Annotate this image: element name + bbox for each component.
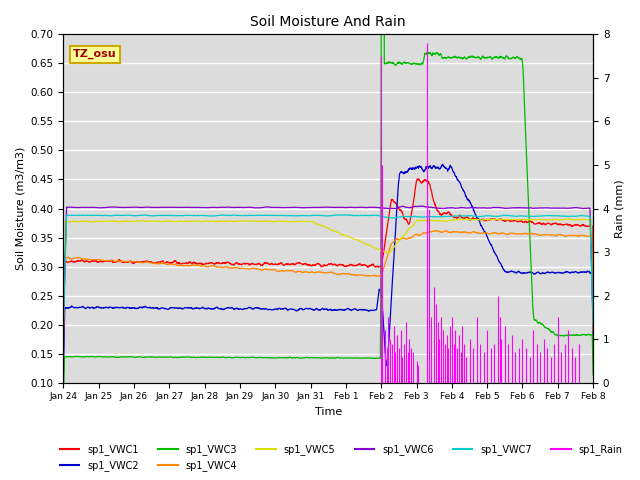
Line: sp1_VWC3: sp1_VWC3 — [63, 0, 593, 399]
sp1_VWC4 — [589, 328, 597, 334]
sp1_VWC6 — [303, 204, 311, 210]
sp1_VWC5 — [477, 217, 484, 223]
sp1_VWC1 — [60, 348, 67, 353]
sp1_VWC6 — [417, 203, 424, 209]
sp1_VWC6 — [60, 316, 67, 322]
sp1_VWC2 — [477, 223, 484, 228]
sp1_VWC7 — [589, 321, 597, 327]
sp1_VWC2 — [317, 307, 325, 312]
sp1_VWC3 — [477, 57, 484, 62]
sp1_VWC1 — [589, 310, 597, 315]
sp1_VWC1 — [477, 217, 484, 223]
sp1_VWC3 — [574, 332, 582, 337]
sp1_VWC4 — [303, 269, 311, 275]
sp1_VWC3 — [574, 332, 582, 338]
Line: sp1_VWC2: sp1_VWC2 — [63, 164, 593, 375]
sp1_VWC2 — [574, 270, 582, 276]
sp1_VWC7 — [303, 213, 311, 218]
sp1_VWC2 — [86, 305, 94, 311]
Line: sp1_VWC6: sp1_VWC6 — [63, 206, 593, 320]
sp1_VWC4 — [477, 230, 484, 236]
sp1_VWC2 — [60, 372, 67, 378]
sp1_VWC5 — [303, 218, 311, 224]
sp1_VWC6 — [477, 205, 484, 211]
sp1_VWC7 — [60, 321, 67, 326]
sp1_VWC1 — [415, 176, 422, 182]
Line: sp1_VWC4: sp1_VWC4 — [63, 230, 593, 344]
sp1_VWC5 — [60, 321, 67, 326]
Line: sp1_VWC1: sp1_VWC1 — [63, 179, 593, 350]
sp1_VWC2 — [574, 270, 582, 276]
sp1_VWC7 — [477, 214, 484, 219]
sp1_VWC6 — [589, 317, 597, 323]
sp1_VWC5 — [574, 217, 582, 223]
sp1_VWC4 — [317, 269, 325, 275]
sp1_VWC7 — [317, 213, 325, 218]
sp1_VWC3 — [303, 354, 311, 360]
sp1_VWC1 — [574, 222, 582, 228]
Text: TZ_osu: TZ_osu — [73, 49, 116, 59]
X-axis label: Time: Time — [315, 407, 342, 417]
sp1_VWC2 — [439, 161, 447, 167]
Line: sp1_VWC7: sp1_VWC7 — [63, 215, 593, 324]
sp1_VWC1 — [317, 263, 325, 268]
sp1_VWC7 — [86, 213, 94, 218]
sp1_VWC6 — [574, 205, 582, 211]
sp1_VWC3 — [86, 354, 94, 360]
sp1_VWC5 — [574, 217, 582, 223]
sp1_VWC1 — [303, 262, 311, 268]
sp1_VWC2 — [303, 306, 311, 312]
sp1_VWC5 — [564, 216, 572, 222]
sp1_VWC7 — [574, 213, 582, 219]
sp1_VWC4 — [86, 257, 94, 263]
sp1_VWC3 — [60, 396, 67, 402]
sp1_VWC6 — [574, 205, 582, 211]
sp1_VWC7 — [343, 212, 351, 218]
sp1_VWC4 — [60, 341, 67, 347]
sp1_VWC3 — [317, 355, 325, 361]
sp1_VWC5 — [589, 320, 597, 325]
Y-axis label: Soil Moisture (m3/m3): Soil Moisture (m3/m3) — [15, 147, 25, 270]
sp1_VWC6 — [86, 204, 94, 210]
sp1_VWC7 — [574, 213, 582, 219]
sp1_VWC1 — [86, 259, 94, 264]
sp1_VWC1 — [574, 222, 582, 228]
Legend: sp1_VWC1, sp1_VWC2, sp1_VWC3, sp1_VWC4, sp1_VWC5, sp1_VWC6, sp1_VWC7, sp1_Rain: sp1_VWC1, sp1_VWC2, sp1_VWC3, sp1_VWC4, … — [56, 441, 627, 475]
Line: sp1_VWC5: sp1_VWC5 — [63, 219, 593, 324]
sp1_VWC2 — [589, 337, 597, 343]
sp1_VWC5 — [86, 218, 94, 224]
sp1_VWC3 — [589, 372, 597, 378]
Title: Soil Moisture And Rain: Soil Moisture And Rain — [250, 15, 406, 29]
sp1_VWC4 — [574, 233, 582, 239]
sp1_VWC4 — [574, 233, 582, 239]
Y-axis label: Rain (mm): Rain (mm) — [615, 179, 625, 238]
sp1_VWC5 — [317, 222, 325, 228]
sp1_VWC6 — [317, 204, 325, 210]
sp1_VWC4 — [431, 228, 439, 233]
